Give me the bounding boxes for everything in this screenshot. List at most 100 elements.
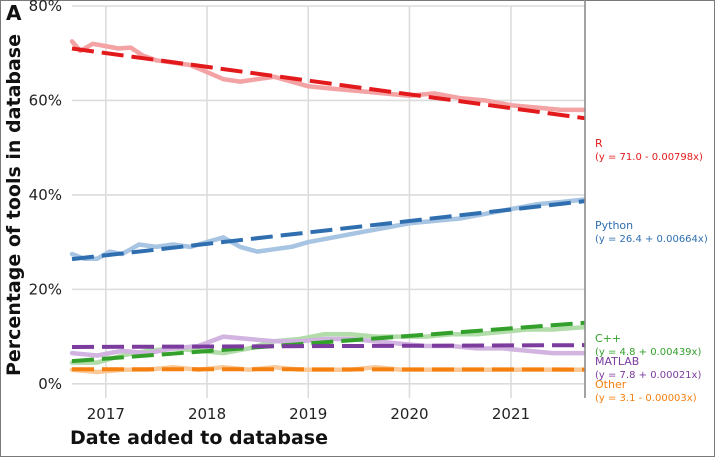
data-point-python <box>188 245 192 249</box>
data-point-r <box>205 70 209 74</box>
data-point-r <box>104 44 108 48</box>
y-axis-title: Percentage of tools in database <box>3 34 25 376</box>
data-point-c- <box>551 328 554 331</box>
data-point-r <box>307 85 310 88</box>
series-labels: R (y = 71.0 - 0.00798x) Python (y = 26.4 + … <box>595 137 708 404</box>
series-equation-r: (y = 71.0 - 0.00798x) <box>595 152 703 163</box>
data-point-c- <box>348 333 352 336</box>
data-point-python <box>222 236 225 239</box>
data-point-python <box>332 236 335 239</box>
data-point-other <box>399 368 403 371</box>
data-point-matlab <box>273 340 276 343</box>
data-point-matlab <box>582 351 585 355</box>
x-tick-label: 2017 <box>87 405 125 423</box>
y-tick-label: 60% <box>29 91 62 109</box>
x-tick-label: 2021 <box>492 405 530 423</box>
data-point-c- <box>424 335 428 338</box>
data-point-r <box>222 78 225 81</box>
x-axis-ticks: 2017 2018 2019 2020 2021 <box>87 405 530 423</box>
data-point-python <box>484 212 487 215</box>
series-equation-matlab: (y = 7.8 + 0.00021x) <box>595 370 701 381</box>
data-point-r <box>256 78 259 81</box>
x-tick-label: 2019 <box>289 405 327 423</box>
raw-series-r <box>69 39 586 113</box>
data-point-matlab <box>399 342 403 345</box>
data-point-c- <box>323 333 326 336</box>
series-equation-python: (y = 26.4 + 0.00664x) <box>595 234 708 245</box>
data-point-other <box>247 368 251 371</box>
trend-line-python <box>71 199 586 262</box>
data-point-python <box>154 245 158 249</box>
data-point-matlab <box>475 347 479 350</box>
data-point-matlab <box>374 340 377 343</box>
data-point-python <box>433 219 436 223</box>
data-point-matlab <box>424 344 428 348</box>
series-equation-c-: (y = 4.8 + 0.00439x) <box>595 347 701 358</box>
series-label-c-: C++ <box>595 332 621 345</box>
data-point-python <box>239 245 242 249</box>
data-point-r <box>117 47 120 50</box>
data-point-python <box>256 250 259 253</box>
data-point-matlab <box>501 347 504 350</box>
data-point-r <box>239 80 242 83</box>
data-point-python <box>382 226 386 230</box>
data-point-python <box>137 243 141 246</box>
x-tick-label: 2020 <box>390 405 428 423</box>
gridlines <box>72 5 585 398</box>
y-tick-label: 0% <box>38 375 62 393</box>
data-point-c- <box>222 351 225 355</box>
data-point-r <box>129 46 132 49</box>
data-point-python <box>273 248 276 251</box>
data-point-python <box>108 250 111 253</box>
data-point-r <box>332 87 335 90</box>
data-point-python <box>70 252 74 256</box>
y-tick-label: 40% <box>29 186 62 204</box>
data-point-python <box>307 240 310 244</box>
data-point-python <box>357 231 360 234</box>
trend-line-c- <box>71 320 586 364</box>
data-point-r <box>188 63 192 67</box>
data-point-r <box>154 59 158 62</box>
data-point-r <box>582 108 585 112</box>
data-point-python <box>458 217 462 220</box>
panel-label: A <box>6 1 22 25</box>
data-point-python <box>172 243 175 246</box>
data-point-r <box>70 40 74 43</box>
data-point-other <box>424 368 428 371</box>
data-point-python <box>290 245 293 249</box>
x-tick-label: 2018 <box>188 405 226 423</box>
data-point-c- <box>582 326 585 329</box>
data-point-c- <box>247 347 251 350</box>
data-point-matlab <box>323 337 326 341</box>
data-point-matlab <box>222 335 225 338</box>
data-point-c- <box>96 361 99 364</box>
data-point-matlab <box>70 351 74 355</box>
data-point-r <box>273 75 276 79</box>
series-label-other: Other <box>595 378 627 391</box>
series-equation-other: (y = 3.1 - 0.00003x) <box>595 393 697 404</box>
data-point-matlab <box>121 349 124 352</box>
y-tick-label: 20% <box>29 280 62 298</box>
data-point-matlab <box>96 354 99 357</box>
data-point-r <box>433 92 436 95</box>
y-tick-label: 80% <box>29 0 62 15</box>
data-point-c- <box>475 333 479 336</box>
data-point-r <box>357 89 360 93</box>
data-point-r <box>458 96 462 100</box>
data-point-r <box>290 80 293 83</box>
data-point-r <box>509 104 513 107</box>
data-point-matlab <box>526 349 529 352</box>
data-point-matlab <box>551 351 554 355</box>
series-label-r: R <box>595 137 603 150</box>
data-point-matlab <box>298 340 301 343</box>
data-point-python <box>96 257 99 260</box>
data-point-r <box>534 106 538 109</box>
y-axis-ticks: 0% 20% 40% 60% 80% <box>29 0 62 393</box>
data-point-other <box>96 370 99 374</box>
data-point-matlab <box>247 337 251 341</box>
trend-line-r <box>71 46 586 121</box>
series-label-python: Python <box>595 219 633 232</box>
data-point-r <box>560 108 563 112</box>
x-axis-title: Date added to database <box>70 427 328 449</box>
